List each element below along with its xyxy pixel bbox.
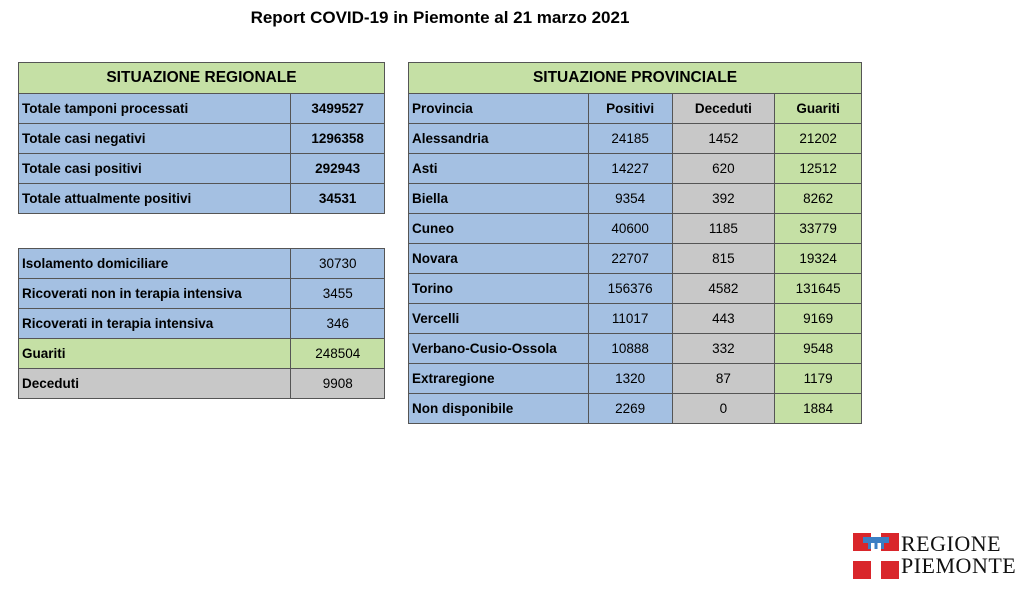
- breakdown-label: Deceduti: [17, 368, 292, 399]
- column-header-guariti: Guariti: [774, 93, 862, 124]
- province-positivi: 2269: [587, 393, 673, 424]
- table-row: Totale casi positivi 292943: [17, 153, 385, 184]
- regional-header: SITUAZIONE REGIONALE: [18, 62, 385, 94]
- table-row: Ricoverati non in terapia intensiva 3455: [17, 278, 385, 309]
- province-name: Vercelli: [408, 303, 589, 334]
- breakdown-value: 346: [290, 308, 385, 339]
- column-header-provincia: Provincia: [408, 93, 589, 124]
- table-row: Torino 156376 4582 131645: [408, 273, 862, 304]
- table-row: Totale casi negativi 1296358: [17, 123, 385, 154]
- table-row: Guariti 248504: [17, 338, 385, 369]
- province-positivi: 10888: [587, 333, 673, 364]
- column-header-positivi: Positivi: [587, 93, 673, 124]
- table-row: Vercelli 11017 443 9169: [408, 303, 862, 334]
- province-name: Verbano-Cusio-Ossola: [408, 333, 589, 364]
- province-name: Asti: [408, 153, 589, 184]
- province-guariti: 1884: [774, 393, 862, 424]
- province-name: Non disponibile: [408, 393, 589, 424]
- province-positivi: 11017: [587, 303, 673, 334]
- province-deceduti: 815: [671, 243, 776, 274]
- breakdown-label: Ricoverati non in terapia intensiva: [17, 278, 292, 309]
- province-guariti: 19324: [774, 243, 862, 274]
- province-deceduti: 620: [671, 153, 776, 184]
- table-row: Verbano-Cusio-Ossola 10888 332 9548: [408, 333, 862, 364]
- logo-line-1: REGIONE: [901, 531, 1002, 556]
- column-header-deceduti: Deceduti: [671, 93, 776, 124]
- breakdown-label: Ricoverati in terapia intensiva: [17, 308, 292, 339]
- province-positivi: 14227: [587, 153, 673, 184]
- province-guariti: 12512: [774, 153, 862, 184]
- province-positivi: 22707: [587, 243, 673, 274]
- regione-piemonte-logo: REGIONE PIEMONTE: [853, 533, 1016, 581]
- regional-label: Totale tamponi processati: [17, 93, 292, 124]
- province-name: Alessandria: [408, 123, 589, 154]
- province-deceduti: 332: [671, 333, 776, 364]
- province-guariti: 9169: [774, 303, 862, 334]
- province-deceduti: 1185: [671, 213, 776, 244]
- province-name: Torino: [408, 273, 589, 304]
- province-deceduti: 443: [671, 303, 776, 334]
- breakdown-value: 3455: [290, 278, 385, 309]
- province-deceduti: 392: [671, 183, 776, 214]
- regional-value: 1296358: [290, 123, 385, 154]
- province-positivi: 24185: [587, 123, 673, 154]
- regional-value: 34531: [290, 183, 385, 214]
- province-guariti: 1179: [774, 363, 862, 394]
- province-positivi: 1320: [587, 363, 673, 394]
- province-guariti: 131645: [774, 273, 862, 304]
- table-row: Totale tamponi processati 3499527: [17, 93, 385, 124]
- regional-value: 292943: [290, 153, 385, 184]
- logo-text: REGIONE PIEMONTE: [901, 533, 1016, 577]
- province-guariti: 8262: [774, 183, 862, 214]
- province-guariti: 9548: [774, 333, 862, 364]
- regional-table: SITUAZIONE REGIONALE Totale tamponi proc…: [17, 62, 385, 214]
- breakdown-label: Isolamento domiciliare: [17, 248, 292, 279]
- province-deceduti: 0: [671, 393, 776, 424]
- regione-piemonte-emblem-icon: [853, 533, 899, 579]
- regional-label: Totale casi negativi: [17, 123, 292, 154]
- regional-value: 3499527: [290, 93, 385, 124]
- province-name: Extraregione: [408, 363, 589, 394]
- table-row: Asti 14227 620 12512: [408, 153, 862, 184]
- province-deceduti: 87: [671, 363, 776, 394]
- table-row: Novara 22707 815 19324: [408, 243, 862, 274]
- province-guariti: 21202: [774, 123, 862, 154]
- table-row: Cuneo 40600 1185 33779: [408, 213, 862, 244]
- table-row: Alessandria 24185 1452 21202: [408, 123, 862, 154]
- province-deceduti: 4582: [671, 273, 776, 304]
- province-name: Biella: [408, 183, 589, 214]
- province-deceduti: 1452: [671, 123, 776, 154]
- table-row: Ricoverati in terapia intensiva 346: [17, 308, 385, 339]
- breakdown-value: 30730: [290, 248, 385, 279]
- table-row: Deceduti 9908: [17, 368, 385, 399]
- province-positivi: 9354: [587, 183, 673, 214]
- breakdown-label: Guariti: [17, 338, 292, 369]
- table-row: Biella 9354 392 8262: [408, 183, 862, 214]
- provincial-header: SITUAZIONE PROVINCIALE: [408, 62, 862, 94]
- table-row: Totale attualmente positivi 34531: [17, 183, 385, 214]
- province-guariti: 33779: [774, 213, 862, 244]
- table-row: Isolamento domiciliare 30730: [17, 248, 385, 279]
- provincial-table: SITUAZIONE PROVINCIALE Provincia Positiv…: [408, 62, 862, 424]
- table-row: Non disponibile 2269 0 1884: [408, 393, 862, 424]
- province-name: Cuneo: [408, 213, 589, 244]
- regional-label: Totale attualmente positivi: [17, 183, 292, 214]
- province-positivi: 40600: [587, 213, 673, 244]
- page-title: Report COVID-19 in Piemonte al 21 marzo …: [250, 8, 630, 27]
- breakdown-table: Isolamento domiciliare 30730 Ricoverati …: [17, 248, 385, 399]
- table-row: Extraregione 1320 87 1179: [408, 363, 862, 394]
- province-positivi: 156376: [587, 273, 673, 304]
- logo-line-2: PIEMONTE: [901, 553, 1017, 578]
- column-headers: Provincia Positivi Deceduti Guariti: [408, 93, 862, 124]
- breakdown-value: 248504: [290, 338, 385, 369]
- regional-label: Totale casi positivi: [17, 153, 292, 184]
- breakdown-value: 9908: [290, 368, 385, 399]
- province-name: Novara: [408, 243, 589, 274]
